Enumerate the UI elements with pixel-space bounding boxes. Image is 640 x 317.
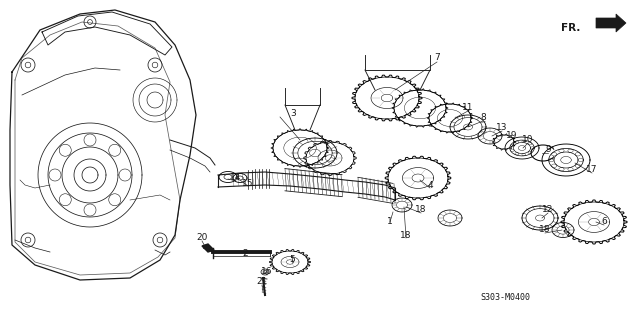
Text: 19: 19 <box>506 131 518 139</box>
Text: 15: 15 <box>243 178 253 187</box>
Text: 1: 1 <box>387 217 393 227</box>
Text: 3: 3 <box>290 108 296 118</box>
Text: 18: 18 <box>415 205 427 215</box>
Text: 9: 9 <box>545 146 551 154</box>
Text: 18: 18 <box>400 230 412 240</box>
Text: 20: 20 <box>196 234 208 243</box>
Text: 17: 17 <box>586 165 598 174</box>
Text: 10: 10 <box>522 135 534 145</box>
Text: 21: 21 <box>256 277 268 287</box>
Text: 6: 6 <box>601 217 607 227</box>
Text: 5: 5 <box>289 256 295 264</box>
Text: 7: 7 <box>434 54 440 62</box>
Polygon shape <box>202 244 214 252</box>
Text: 2: 2 <box>242 249 248 258</box>
Text: FR.: FR. <box>561 23 580 33</box>
Polygon shape <box>596 14 626 32</box>
Text: 11: 11 <box>462 103 474 113</box>
Text: 14: 14 <box>230 173 242 183</box>
Text: S303-M0400: S303-M0400 <box>480 294 530 302</box>
Text: 16: 16 <box>261 268 273 276</box>
Text: 18: 18 <box>540 225 551 235</box>
Text: 8: 8 <box>480 113 486 122</box>
Text: 13: 13 <box>496 124 508 133</box>
Text: 12: 12 <box>542 205 554 215</box>
Text: 4: 4 <box>427 180 433 190</box>
